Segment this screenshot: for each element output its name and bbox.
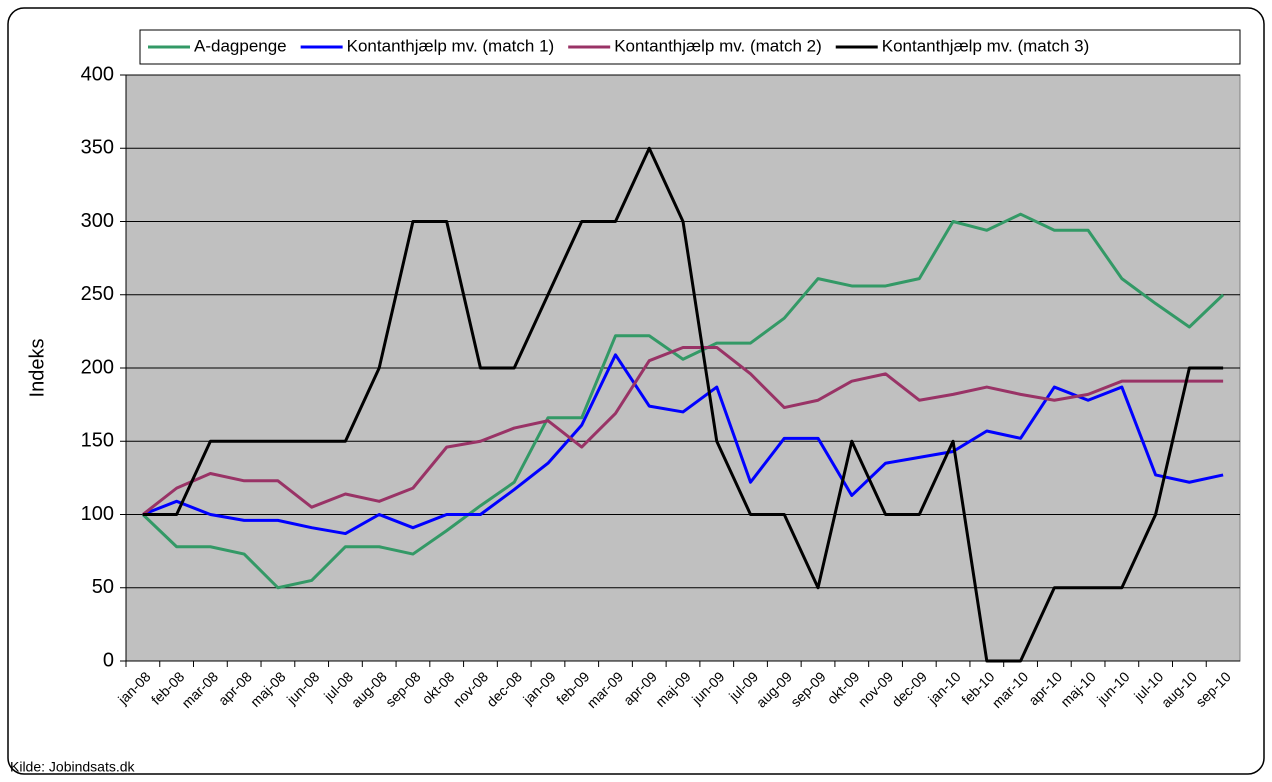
legend-label: Kontanthjælp mv. (match 3)	[882, 36, 1090, 55]
y-tick-label: 350	[81, 137, 114, 159]
y-tick-label: 200	[81, 356, 114, 378]
legend-label: Kontanthjælp mv. (match 1)	[347, 36, 555, 55]
series-line	[141, 212, 1225, 590]
source: Kilde: Jobindsats.dk	[10, 759, 136, 775]
y-tick-label: 150	[81, 430, 114, 452]
series-line	[142, 146, 1224, 663]
y-tick-label: 100	[81, 503, 114, 525]
legend-label: A-dagpenge	[194, 36, 287, 55]
y-tick-label: 50	[92, 576, 114, 598]
y-tick-label: 0	[103, 649, 114, 671]
series-line	[142, 353, 1224, 536]
y-tick-label: 250	[81, 283, 114, 305]
series-line	[141, 345, 1224, 516]
y-tick-label: 300	[81, 210, 114, 232]
y-axis-label: Indeks	[26, 339, 48, 398]
y-tick-label: 400	[81, 63, 114, 85]
legend-label: Kontanthjælp mv. (match 2)	[614, 36, 822, 55]
